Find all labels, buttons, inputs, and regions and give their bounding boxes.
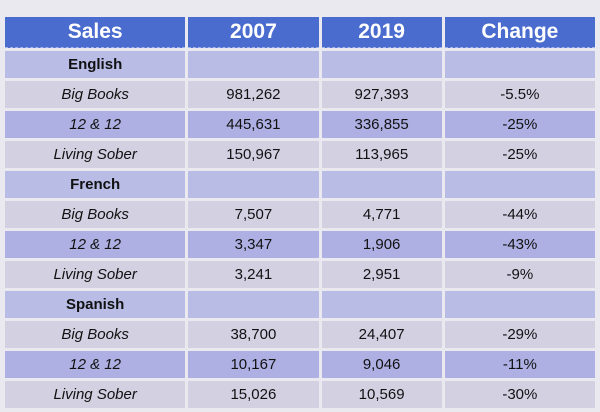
value-2019-cell: 927,393 [321, 81, 442, 108]
change-cell: -30% [444, 381, 595, 408]
value-2007-cell: 981,262 [188, 81, 319, 108]
value-2007-cell: 7,507 [188, 201, 319, 228]
table-row: Living Sober 3,241 2,951 -9% [5, 261, 595, 288]
title-cell: 12 & 12 [5, 111, 186, 138]
header-sales: Sales [5, 17, 186, 48]
value-2007-cell: 15,026 [188, 381, 319, 408]
group-label: French [5, 171, 186, 198]
empty-cell [321, 51, 442, 78]
change-cell: -43% [444, 231, 595, 258]
group-row-french: French [5, 171, 595, 198]
empty-cell [444, 171, 595, 198]
value-2019-cell: 2,951 [321, 261, 442, 288]
value-2007-cell: 10,167 [188, 351, 319, 378]
change-cell: -5.5% [444, 81, 595, 108]
title-cell: 12 & 12 [5, 351, 186, 378]
change-cell: -9% [444, 261, 595, 288]
title-cell: Living Sober [5, 381, 186, 408]
table-row: 12 & 12 445,631 336,855 -25% [5, 111, 595, 138]
header-2007: 2007 [188, 17, 319, 48]
value-2007-cell: 445,631 [188, 111, 319, 138]
empty-cell [188, 171, 319, 198]
group-row-spanish: Spanish [5, 291, 595, 318]
value-2019-cell: 24,407 [321, 321, 442, 348]
header-row: Sales 2007 2019 Change [5, 17, 595, 48]
group-label: Spanish [5, 291, 186, 318]
table-row: Big Books 981,262 927,393 -5.5% [5, 81, 595, 108]
change-cell: -44% [444, 201, 595, 228]
title-cell: Living Sober [5, 141, 186, 168]
table-row: Living Sober 150,967 113,965 -25% [5, 141, 595, 168]
title-cell: Big Books [5, 321, 186, 348]
sales-table: Sales 2007 2019 Change English Big Books… [2, 14, 598, 411]
value-2019-cell: 336,855 [321, 111, 442, 138]
table-row: Living Sober 15,026 10,569 -30% [5, 381, 595, 408]
value-2019-cell: 10,569 [321, 381, 442, 408]
change-cell: -25% [444, 111, 595, 138]
value-2019-cell: 113,965 [321, 141, 442, 168]
value-2019-cell: 4,771 [321, 201, 442, 228]
change-cell: -11% [444, 351, 595, 378]
value-2007-cell: 38,700 [188, 321, 319, 348]
title-cell: Big Books [5, 81, 186, 108]
empty-cell [444, 51, 595, 78]
change-cell: -29% [444, 321, 595, 348]
empty-cell [444, 291, 595, 318]
title-cell: Living Sober [5, 261, 186, 288]
title-cell: Big Books [5, 201, 186, 228]
change-cell: -25% [444, 141, 595, 168]
header-change: Change [444, 17, 595, 48]
value-2019-cell: 9,046 [321, 351, 442, 378]
table-row: 12 & 12 3,347 1,906 -43% [5, 231, 595, 258]
empty-cell [321, 291, 442, 318]
group-label: English [5, 51, 186, 78]
empty-cell [188, 291, 319, 318]
empty-cell [321, 171, 442, 198]
value-2007-cell: 3,241 [188, 261, 319, 288]
title-cell: 12 & 12 [5, 231, 186, 258]
value-2007-cell: 3,347 [188, 231, 319, 258]
table-row: Big Books 7,507 4,771 -44% [5, 201, 595, 228]
header-2019: 2019 [321, 17, 442, 48]
empty-cell [188, 51, 319, 78]
group-row-english: English [5, 51, 595, 78]
value-2007-cell: 150,967 [188, 141, 319, 168]
table-row: Big Books 38,700 24,407 -29% [5, 321, 595, 348]
table-row: 12 & 12 10,167 9,046 -11% [5, 351, 595, 378]
value-2019-cell: 1,906 [321, 231, 442, 258]
